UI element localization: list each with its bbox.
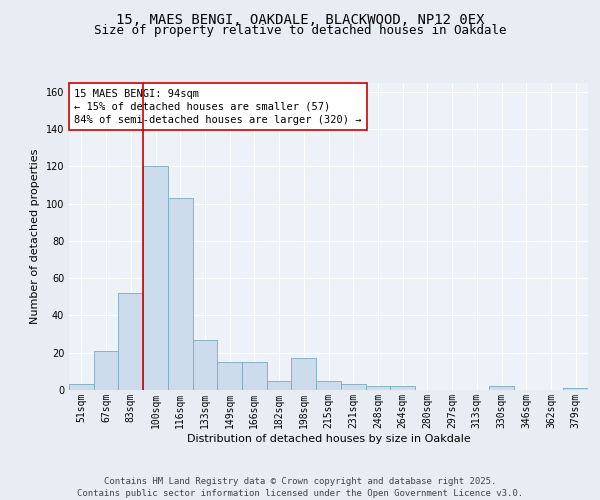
Bar bbox=[193, 340, 217, 390]
Bar bbox=[292, 358, 316, 390]
Y-axis label: Number of detached properties: Number of detached properties bbox=[30, 148, 40, 324]
Bar bbox=[563, 388, 588, 390]
X-axis label: Distribution of detached houses by size in Oakdale: Distribution of detached houses by size … bbox=[187, 434, 470, 444]
Bar bbox=[242, 362, 267, 390]
Bar bbox=[118, 293, 143, 390]
Bar bbox=[168, 198, 193, 390]
Text: Size of property relative to detached houses in Oakdale: Size of property relative to detached ho… bbox=[94, 24, 506, 37]
Text: Contains HM Land Registry data © Crown copyright and database right 2025.
Contai: Contains HM Land Registry data © Crown c… bbox=[77, 476, 523, 498]
Bar bbox=[365, 386, 390, 390]
Bar bbox=[267, 380, 292, 390]
Bar bbox=[316, 380, 341, 390]
Bar bbox=[489, 386, 514, 390]
Bar bbox=[217, 362, 242, 390]
Text: 15, MAES BENGI, OAKDALE, BLACKWOOD, NP12 0EX: 15, MAES BENGI, OAKDALE, BLACKWOOD, NP12… bbox=[116, 12, 484, 26]
Bar bbox=[69, 384, 94, 390]
Text: 15 MAES BENGI: 94sqm
← 15% of detached houses are smaller (57)
84% of semi-detac: 15 MAES BENGI: 94sqm ← 15% of detached h… bbox=[74, 88, 362, 125]
Bar bbox=[143, 166, 168, 390]
Bar bbox=[341, 384, 365, 390]
Bar bbox=[94, 351, 118, 390]
Bar bbox=[390, 386, 415, 390]
